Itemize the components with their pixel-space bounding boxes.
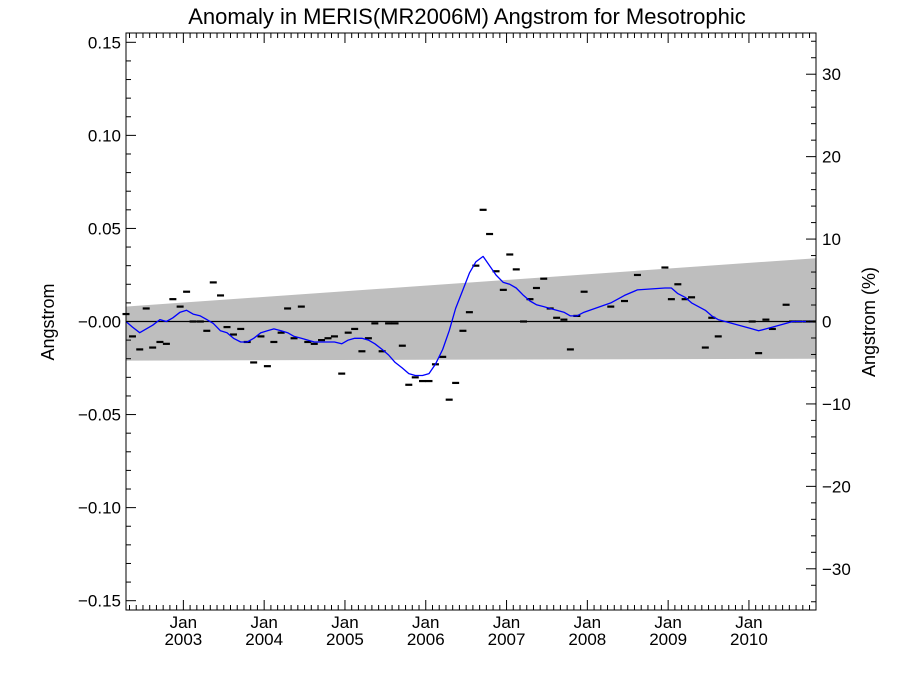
x-tick-year-label: 2006 — [407, 630, 445, 649]
x-tick-year-label: 2010 — [730, 630, 768, 649]
x-tick-month-label: Jan — [412, 613, 439, 632]
x-tick-month-label: Jan — [170, 613, 197, 632]
x-tick-month-label: Jan — [654, 613, 681, 632]
x-tick-year-label: 2004 — [245, 630, 283, 649]
uncertainty-band — [126, 258, 816, 361]
y-tick-label: −0.05 — [78, 406, 121, 425]
x-tick-year-label: 2009 — [649, 630, 687, 649]
y2-tick-label: 30 — [822, 65, 841, 84]
x-tick-month-label: Jan — [493, 613, 520, 632]
y2-tick-label: −20 — [822, 477, 851, 496]
y2-tick-label: 20 — [822, 148, 841, 167]
y-tick-label: −0.10 — [78, 499, 121, 518]
plot-area: 0.150.100.05−0.00−0.05−0.10−0.153020100−… — [78, 32, 851, 649]
y-tick-label: −0.15 — [78, 592, 121, 611]
y2-tick-label: 10 — [822, 230, 841, 249]
x-tick-month-label: Jan — [735, 613, 762, 632]
x-tick-year-label: 2003 — [164, 630, 202, 649]
x-tick-month-label: Jan — [331, 613, 358, 632]
y-tick-label: −0.00 — [78, 313, 121, 332]
y2-axis-label: Angstrom (%) — [859, 267, 879, 377]
x-tick-year-label: 2007 — [488, 630, 526, 649]
y2-tick-label: −30 — [822, 560, 851, 579]
chart-title: Anomaly in MERIS(MR2006M) Angstrom for M… — [188, 4, 746, 29]
y2-tick-label: −10 — [822, 395, 851, 414]
x-tick-year-label: 2008 — [568, 630, 606, 649]
y-tick-label: 0.10 — [88, 126, 121, 145]
x-tick-month-label: Jan — [574, 613, 601, 632]
y-axis-label: Angstrom — [38, 283, 58, 360]
series-line-smoothed — [125, 255, 813, 377]
y2-tick-label: 0 — [822, 313, 831, 332]
x-tick-year-label: 2005 — [326, 630, 364, 649]
y-tick-label: 0.15 — [88, 33, 121, 52]
y-tick-label: 0.05 — [88, 219, 121, 238]
x-tick-month-label: Jan — [250, 613, 277, 632]
